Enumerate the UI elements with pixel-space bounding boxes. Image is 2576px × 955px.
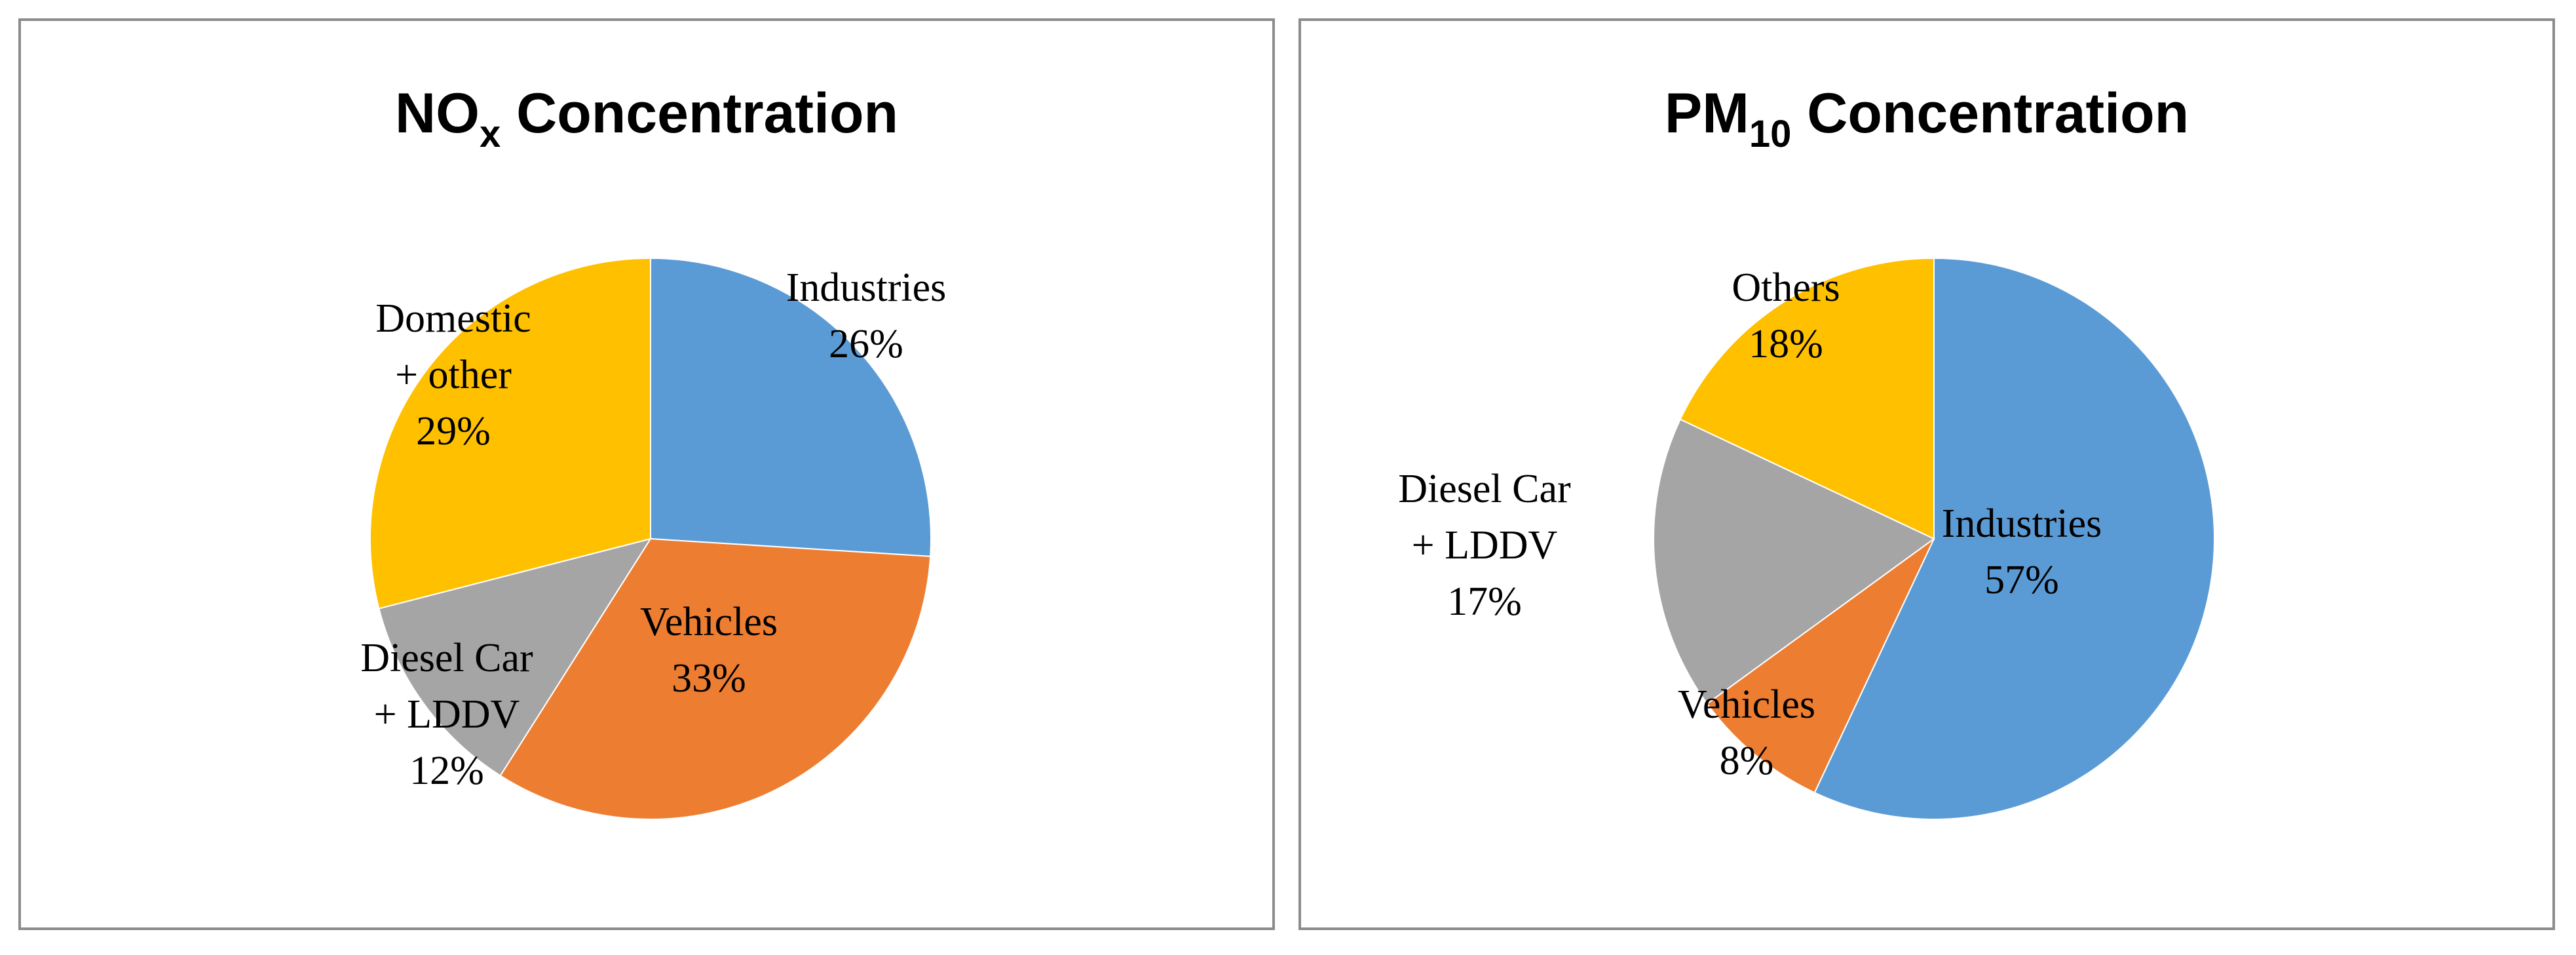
chart-title-rest: Concentration bbox=[501, 82, 899, 145]
pie-slice-industries bbox=[1813, 257, 2215, 820]
nox-chart-panel: NOx Concentration Industries 26% Vehicles 3… bbox=[18, 18, 1275, 930]
data-label-industries: Industries 26% bbox=[786, 265, 947, 366]
chart-title-subscript: 10 bbox=[1749, 113, 1792, 155]
pie-slice-diesel-car-lddv bbox=[378, 537, 653, 777]
data-label-diesel-car-lddv: Diesel Car + LDDV 17% bbox=[1398, 467, 1571, 624]
chart-title-main: PM bbox=[1664, 82, 1749, 145]
pie-slice-vehicles bbox=[1706, 538, 1935, 794]
chart-title-rest: Concentration bbox=[1791, 82, 2189, 145]
chart-title-main: NO bbox=[394, 82, 480, 145]
data-label-others: Others 18% bbox=[1732, 265, 1840, 366]
pie-slice-diesel-car-lddv bbox=[1653, 418, 1935, 705]
chart-title-subscript: x bbox=[479, 113, 501, 155]
pm10-pie-chart: Industries 57% Vehicles 8% Diesel Car + LDDV 1… bbox=[1398, 257, 2215, 820]
data-label-domestic-other: Domestic + other 29% bbox=[375, 296, 531, 454]
pie-slice-domestic-other bbox=[369, 257, 651, 610]
pie-slice-vehicles bbox=[499, 537, 932, 820]
chart-title: PM10 Concentration bbox=[1301, 81, 2552, 156]
data-label-vehicles: Vehicles 8% bbox=[1678, 682, 1815, 783]
pie-slice-industries bbox=[650, 257, 932, 557]
data-label-vehicles: Vehicles 33% bbox=[640, 600, 778, 701]
nox-pie-chart: Industries 26% Vehicles 33% Diesel Car + LDDV… bbox=[360, 257, 947, 820]
data-label-diesel-car-lddv: Diesel Car + LDDV 12% bbox=[360, 636, 533, 793]
chart-title: NOx Concentration bbox=[21, 81, 1272, 156]
data-label-industries: Industries 57% bbox=[1942, 501, 2102, 602]
pm10-chart-panel: PM10 Concentration Industries 57% Vehicles… bbox=[1298, 18, 2555, 930]
pie-slice-others bbox=[1679, 257, 1935, 540]
